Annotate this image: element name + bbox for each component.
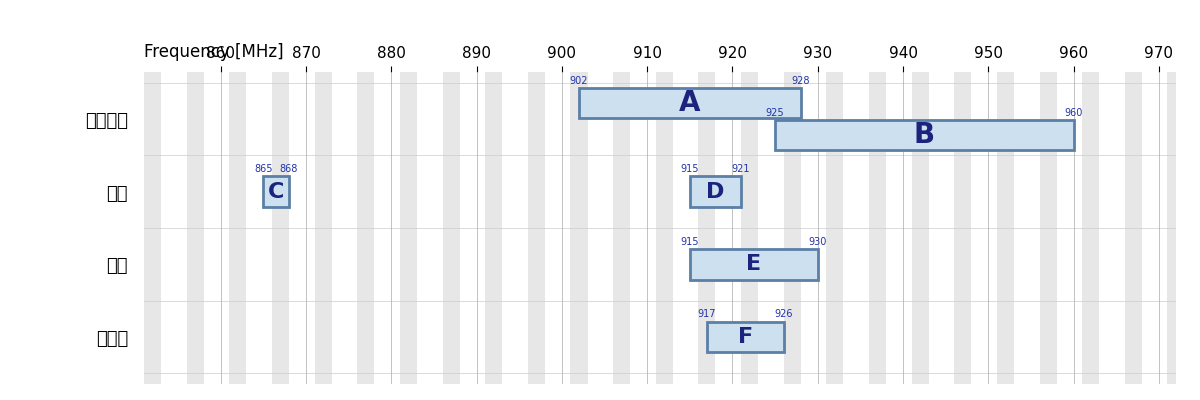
Bar bbox=[1168, 72, 1176, 384]
Bar bbox=[742, 72, 758, 384]
Bar bbox=[869, 72, 886, 384]
Bar bbox=[997, 72, 1014, 384]
Bar bbox=[400, 72, 416, 384]
Text: 917: 917 bbox=[697, 310, 716, 320]
Bar bbox=[954, 72, 971, 384]
Bar bbox=[1039, 72, 1056, 384]
Bar bbox=[1124, 72, 1142, 384]
Bar bbox=[578, 88, 800, 118]
Text: 868: 868 bbox=[280, 164, 298, 174]
Text: C: C bbox=[268, 182, 284, 202]
Bar bbox=[775, 120, 1074, 150]
Bar bbox=[613, 72, 630, 384]
Bar bbox=[443, 72, 460, 384]
Bar bbox=[912, 72, 929, 384]
Bar bbox=[655, 72, 673, 384]
Bar bbox=[528, 72, 545, 384]
Text: 930: 930 bbox=[809, 237, 827, 247]
Bar bbox=[570, 72, 588, 384]
Text: 926: 926 bbox=[774, 310, 793, 320]
Bar bbox=[485, 72, 503, 384]
Text: 921: 921 bbox=[732, 164, 750, 174]
Text: 960: 960 bbox=[1064, 108, 1082, 118]
Text: E: E bbox=[746, 254, 761, 274]
Bar bbox=[690, 176, 742, 207]
Text: 902: 902 bbox=[570, 76, 588, 86]
Bar bbox=[1082, 72, 1099, 384]
Text: 915: 915 bbox=[680, 237, 700, 247]
Bar bbox=[358, 72, 374, 384]
Bar bbox=[144, 72, 161, 384]
Bar bbox=[707, 322, 784, 352]
Text: D: D bbox=[707, 182, 725, 202]
Bar bbox=[690, 249, 817, 280]
Bar bbox=[314, 72, 331, 384]
Text: 865: 865 bbox=[254, 164, 272, 174]
Text: 915: 915 bbox=[680, 164, 700, 174]
Text: Frequency [MHz]: Frequency [MHz] bbox=[144, 43, 283, 61]
Text: F: F bbox=[738, 327, 752, 347]
Text: B: B bbox=[914, 121, 935, 149]
Bar bbox=[272, 72, 289, 384]
Bar bbox=[784, 72, 800, 384]
Text: A: A bbox=[679, 89, 701, 117]
Text: 925: 925 bbox=[766, 108, 785, 118]
Bar bbox=[187, 72, 204, 384]
Text: 928: 928 bbox=[792, 76, 810, 86]
Bar bbox=[827, 72, 844, 384]
Bar bbox=[229, 72, 246, 384]
Bar bbox=[698, 72, 715, 384]
Bar bbox=[264, 176, 289, 207]
